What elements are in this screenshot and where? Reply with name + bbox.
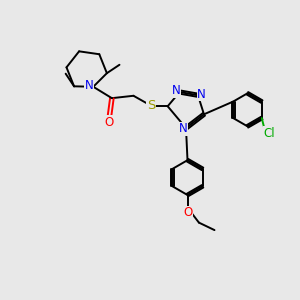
Text: O: O [183, 206, 192, 220]
Text: S: S [147, 99, 155, 112]
Text: N: N [172, 84, 180, 97]
Text: N: N [178, 122, 188, 135]
Text: N: N [85, 79, 94, 92]
Text: N: N [197, 88, 206, 100]
Text: Cl: Cl [264, 127, 275, 140]
Text: O: O [104, 116, 113, 129]
